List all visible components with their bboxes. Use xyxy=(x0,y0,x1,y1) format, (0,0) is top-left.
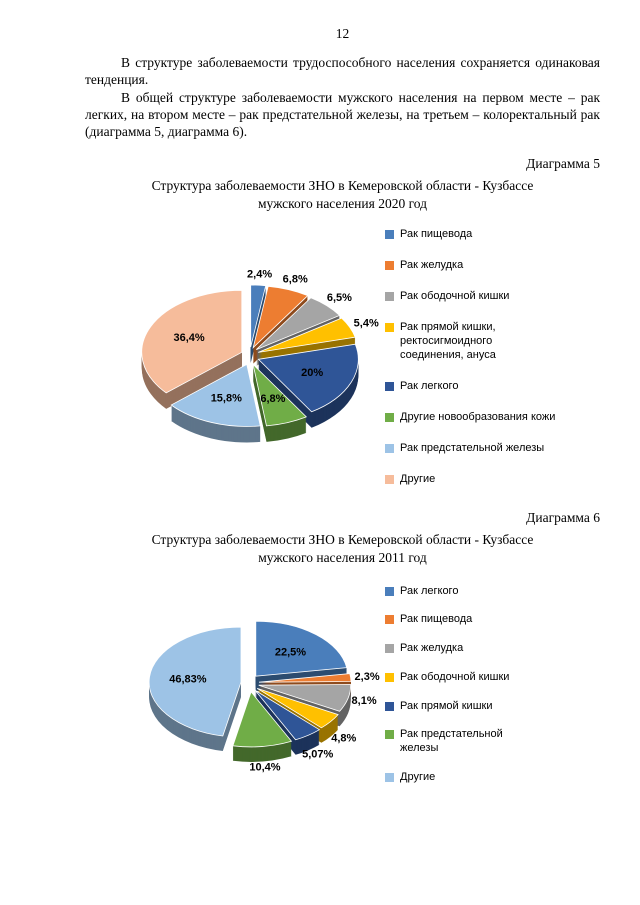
diagram-6-block: Диаграмма 6 Структура заболеваемости ЗНО… xyxy=(85,510,600,802)
legend-label: Другие новообразования кожи xyxy=(400,410,556,423)
legend-item: Рак легкого xyxy=(385,380,590,394)
pie-slice xyxy=(258,683,352,712)
legend-swatch xyxy=(385,230,394,240)
pie-slice xyxy=(250,285,267,348)
diagram-5-caption: Диаграмма 5 xyxy=(526,156,600,172)
legend-label: Другие xyxy=(400,770,436,783)
legend-item: Рак пищевода xyxy=(385,228,590,242)
paragraph-2: В общей структуре заболеваемости мужског… xyxy=(85,89,600,140)
diagram-5-title-line-1: Структура заболеваемости ЗНО в Кемеровск… xyxy=(151,178,534,194)
legend-item: Рак прямой кишки, ректосигмоидного соеди… xyxy=(385,321,590,362)
legend-2020: Рак пищевода Рак желудка Рак ободочной киш… xyxy=(385,228,590,486)
legend-label: Другие xyxy=(400,472,436,485)
pie-value-label: 2,3% xyxy=(355,671,380,683)
pie-slice xyxy=(258,672,352,683)
page-number: 12 xyxy=(335,26,350,41)
pie-value-label: 36,4% xyxy=(173,332,204,344)
pie-slice xyxy=(141,290,243,394)
pie-value-label: 15,8% xyxy=(211,393,242,405)
legend-label: Рак легкого xyxy=(400,379,459,392)
diagram-5-block: Диаграмма 5 Структура заболеваемости ЗНО… xyxy=(85,156,600,494)
legend-item: Рак пищевода xyxy=(385,613,555,627)
legend-label: Рак ободочной кишки xyxy=(400,670,510,683)
legend-item: Другие xyxy=(385,473,590,487)
legend-label: Рак предстательной железы xyxy=(400,728,503,755)
legend-swatch xyxy=(385,672,394,682)
legend-item: Рак ободочной кишки xyxy=(385,290,590,304)
pie-value-label: 4,8% xyxy=(331,732,356,744)
legend-swatch xyxy=(385,644,394,654)
legend-swatch xyxy=(385,474,394,484)
pie-slice xyxy=(256,297,341,351)
legend-swatch xyxy=(385,730,394,740)
pie-value-label: 5,4% xyxy=(354,318,379,330)
pie-slice xyxy=(148,626,242,736)
legend-swatch xyxy=(385,586,394,596)
pie-value-label: 2,4% xyxy=(247,269,272,281)
pie-slice xyxy=(257,344,359,413)
pie-slice xyxy=(252,363,308,427)
legend-swatch xyxy=(385,615,394,625)
pie-value-label: 6,8% xyxy=(283,274,308,286)
legend-item: Рак легкого xyxy=(385,585,555,599)
legend-label: Рак пищевода xyxy=(400,613,473,626)
legend-item: Рак предстательной железы xyxy=(385,728,555,756)
diagram-6-title-line-2: мужского населения 2011 год xyxy=(258,549,427,565)
diagram-6-title-line-1: Структура заболеваемости ЗНО в Кемеровск… xyxy=(151,532,534,548)
pie-slice xyxy=(258,318,356,354)
pie-value-label: 6,8% xyxy=(260,393,285,405)
legend-label: Рак прямой кишки xyxy=(400,699,493,712)
pie-slice xyxy=(255,620,348,677)
pie-value-label: 8,1% xyxy=(352,695,377,707)
legend-item: Рак прямой кишки xyxy=(385,700,555,714)
pie-value-label: 46,83% xyxy=(169,673,207,685)
pie-value-label: 10,4% xyxy=(249,761,280,773)
legend-label: Рак ободочной кишки xyxy=(400,290,510,303)
legend-swatch xyxy=(385,292,394,302)
pie-value-label: 20% xyxy=(301,368,323,380)
diagram-5-chart-row: 2,4% 6,8% 6,5% 5,4% 20% 6,8% 15,8% 36,4% Рак пи… xyxy=(85,216,600,494)
diagram-6-title: Структура заболеваемости ЗНО в Кемеровск… xyxy=(85,531,600,566)
legend-label: Рак желудка xyxy=(400,642,464,655)
pie-slice xyxy=(256,687,339,728)
legend-2011: Рак легкого Рак пищевода Рак желудка Рак об… xyxy=(385,585,555,785)
legend-label: Рак легкого xyxy=(400,584,459,597)
pie-slice xyxy=(232,690,293,747)
legend-item: Рак желудка xyxy=(385,642,555,656)
legend-swatch xyxy=(385,323,394,333)
pie-slice xyxy=(254,689,321,740)
pie-slice xyxy=(170,364,261,428)
pie-value-label: 5,07% xyxy=(302,748,333,760)
legend-item: Рак предстательной железы xyxy=(385,442,590,456)
legend-swatch xyxy=(385,772,394,782)
legend-item: Другие новообразования кожи xyxy=(385,411,590,425)
legend-label: Рак желудка xyxy=(400,259,464,272)
legend-swatch xyxy=(385,381,394,391)
diagram-5-title: Структура заболеваемости ЗНО в Кемеровск… xyxy=(85,177,600,212)
legend-item: Рак ободочной кишки xyxy=(385,671,555,685)
pie-value-label: 6,5% xyxy=(327,293,352,305)
legend-swatch xyxy=(385,261,394,271)
paragraph-1: В структуре заболеваемости трудоспособно… xyxy=(85,55,600,88)
legend-label: Рак пищевода xyxy=(400,228,473,241)
legend-item: Рак желудка xyxy=(385,259,590,273)
legend-swatch xyxy=(385,443,394,453)
pie-chart-2020: 2,4% 6,8% 6,5% 5,4% 20% 6,8% 15,8% 36,4% xyxy=(141,269,379,443)
pie-value-label: 22,5% xyxy=(275,646,306,658)
legend-label: Рак предстательной железы xyxy=(400,441,545,454)
legend-swatch xyxy=(385,701,394,711)
diagram-6-chart-row: 22,5% 2,3% 8,1% 4,8% 5,07% 10,4% 46,83% Рак ле… xyxy=(85,571,600,803)
legend-item: Другие xyxy=(385,771,555,785)
diagram-5-title-line-2: мужского населения 2020 год xyxy=(257,195,428,211)
pie-slice xyxy=(252,286,309,350)
legend-swatch xyxy=(385,412,394,422)
legend-label: Рак прямой кишки, ректосигмоидного соеди… xyxy=(400,321,496,361)
pie-chart-2011: 22,5% 2,3% 8,1% 4,8% 5,07% 10,4% 46,83% xyxy=(148,620,380,773)
diagram-6-caption: Диаграмма 6 xyxy=(526,510,600,526)
